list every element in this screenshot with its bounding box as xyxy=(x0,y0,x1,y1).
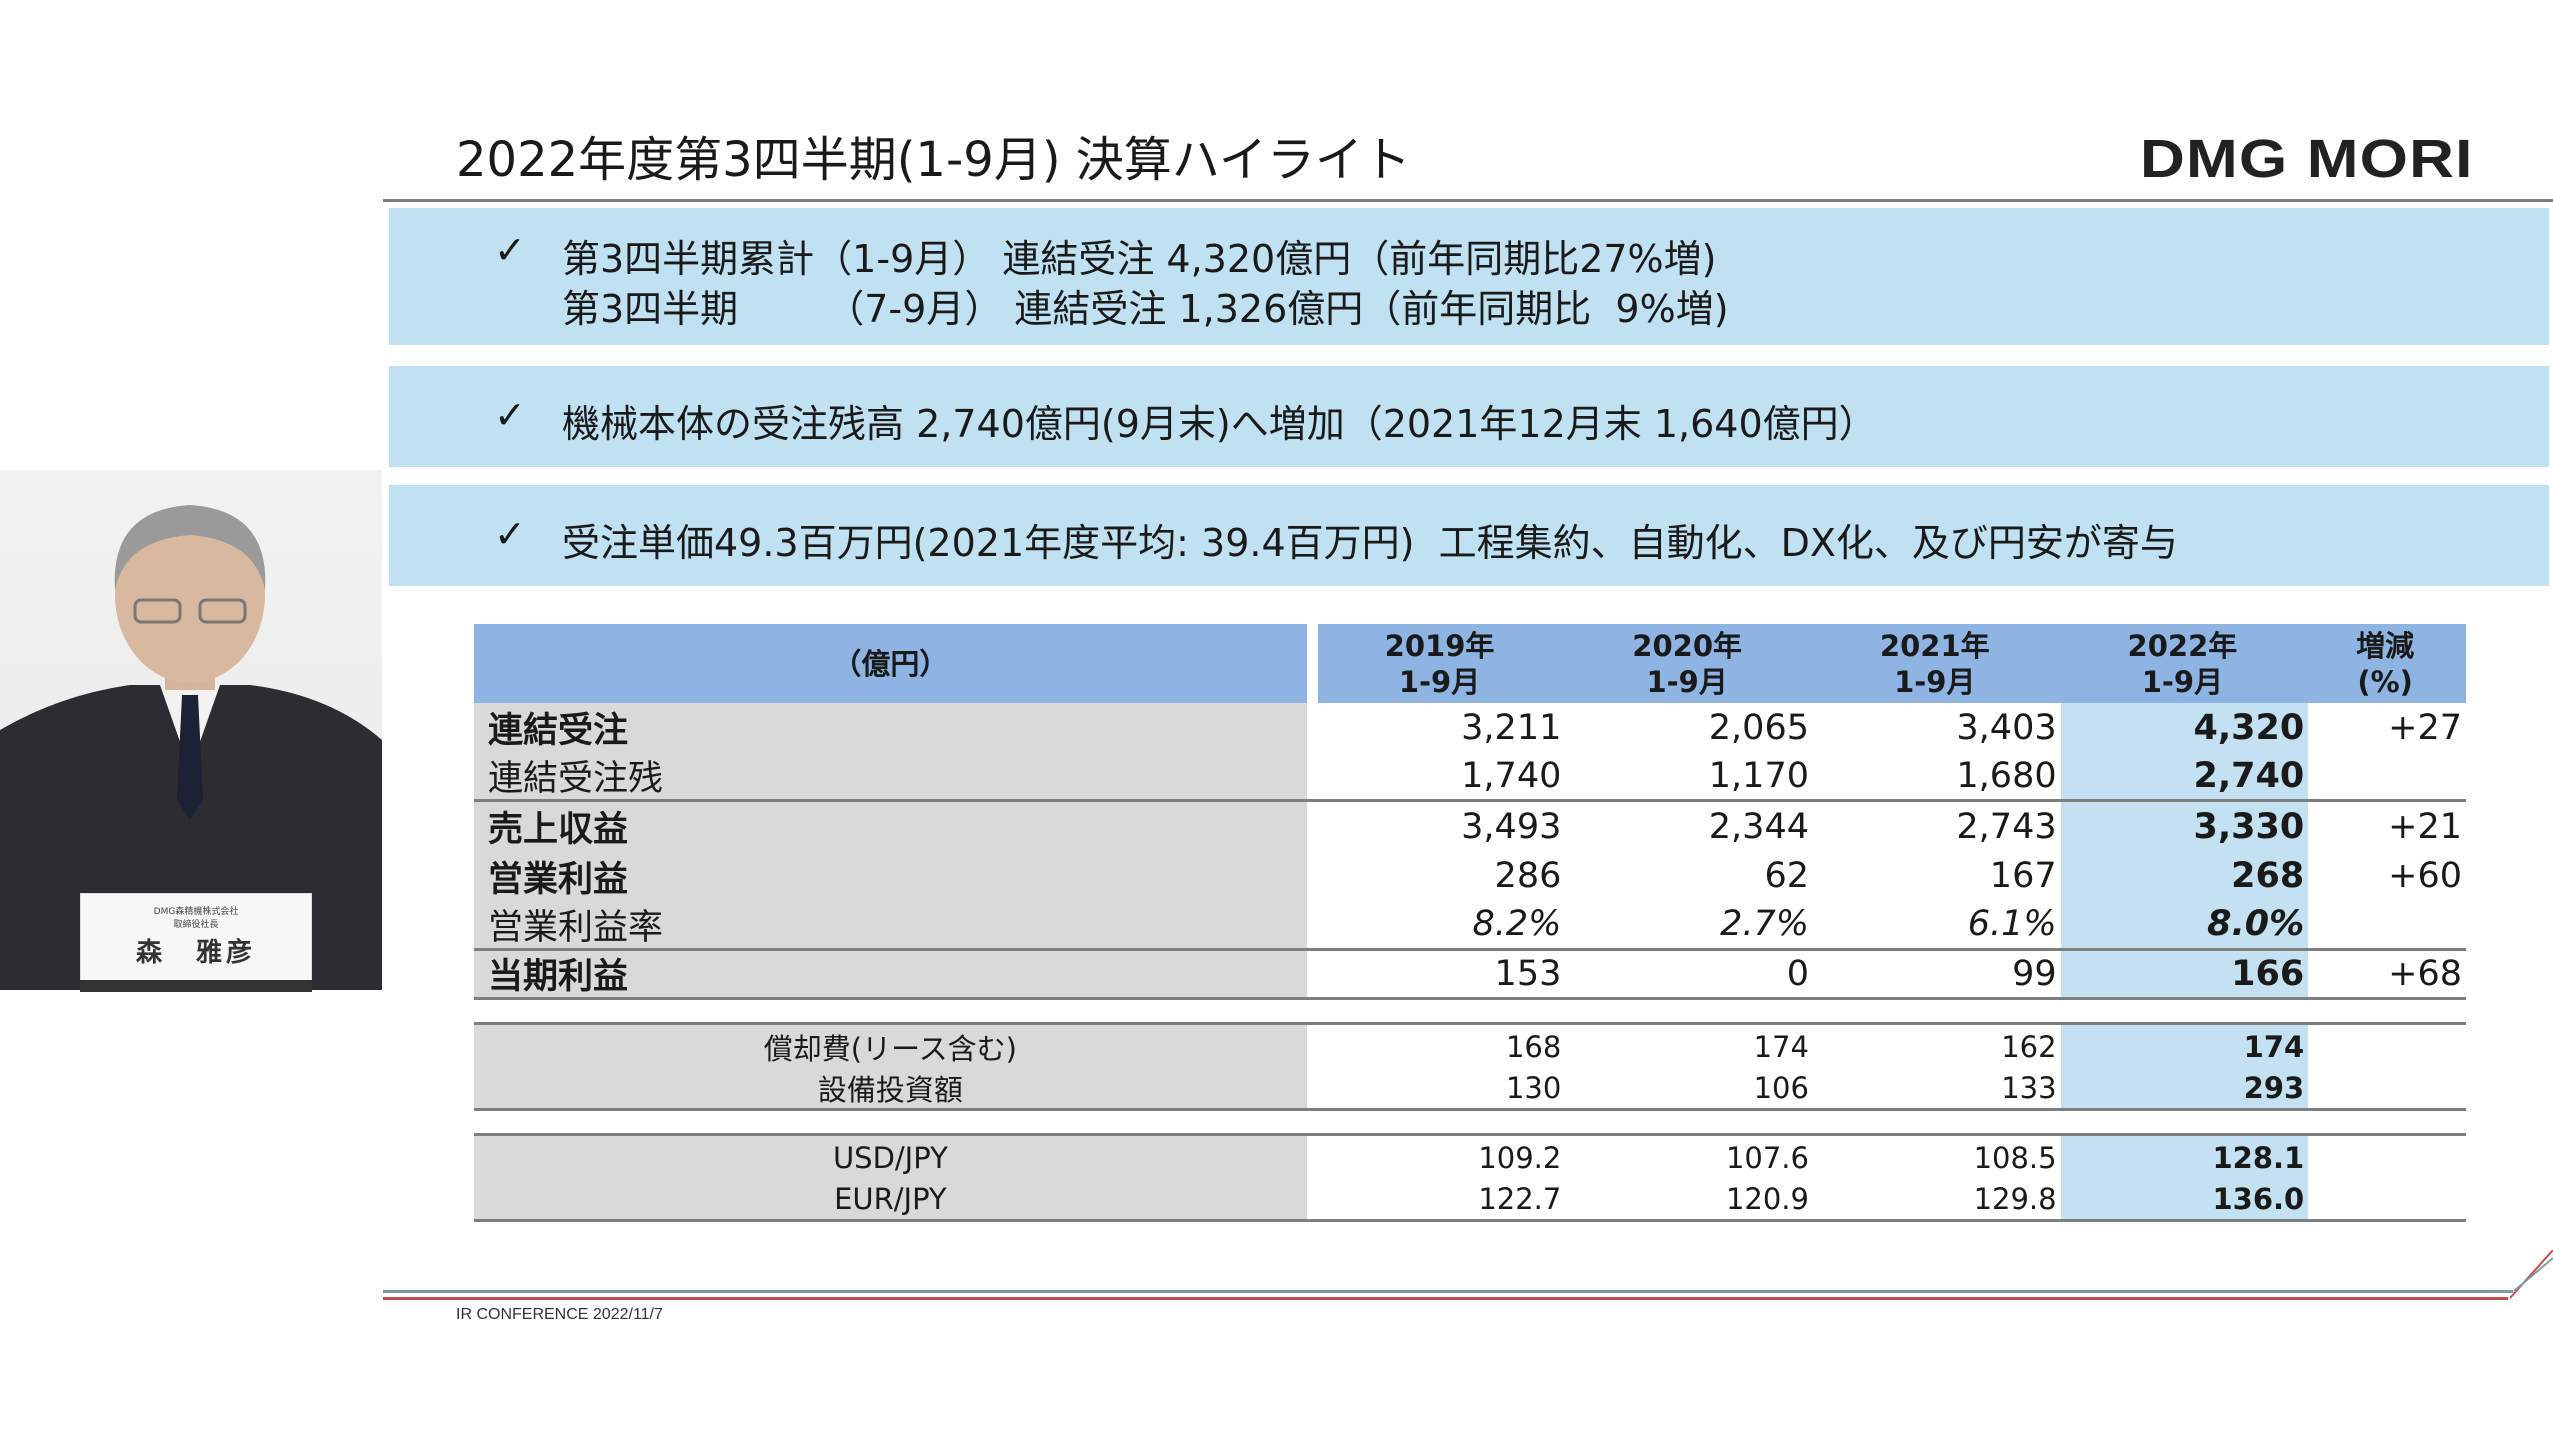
footer-accent xyxy=(2509,1250,2553,1299)
cell-value: 2,740 xyxy=(2060,752,2309,799)
table-row: 営業利益 286 62 167 268 +60 xyxy=(474,851,2466,901)
cell-value: 106 xyxy=(1753,1071,1809,1105)
cell-value: 174 xyxy=(1753,1029,1809,1064)
nameplate-name: 森 雅彦 xyxy=(135,938,256,968)
cell-value: 1,680 xyxy=(1956,755,2057,796)
cell-value: 128.1 xyxy=(2060,1136,2309,1179)
row-label: 営業利益率 xyxy=(474,901,1307,948)
cell-value: 268 xyxy=(2060,851,2309,901)
cell-value: 2,743 xyxy=(1956,806,2057,847)
table-row: 償却費(リース含む) 168 174 162 174 xyxy=(474,1025,2466,1068)
row-label: 連結受注残 xyxy=(474,752,1307,799)
cell-value: 130 xyxy=(1505,1071,1562,1105)
cell-value: 153 xyxy=(1494,953,1562,994)
cell-value: 3,330 xyxy=(2060,802,2309,852)
cell-value: 293 xyxy=(2060,1068,2309,1108)
cell-value: 167 xyxy=(1989,856,2057,897)
row-label: EUR/JPY xyxy=(474,1179,1307,1219)
cell-value: 8.2% xyxy=(1472,904,1562,945)
cell-value: 129.8 xyxy=(1973,1182,2057,1216)
col-header: 2020年 1-9月 xyxy=(1565,624,1813,703)
col-header: 2019年 1-9月 xyxy=(1317,624,1566,703)
table-row: 売上収益 3,493 2,344 2,743 3,330 +21 xyxy=(474,802,2466,852)
title-divider xyxy=(383,199,2553,202)
highlight-text: 第3四半期 （7-9月） 連結受注 1,326億円（前年同期比 9%増) xyxy=(562,287,1729,331)
nameplate-position: 取締役社長 xyxy=(173,920,219,930)
nameplate-company: DMG森精機株式会社 xyxy=(153,907,239,917)
highlight-text: 第3四半期累計（1-9月） 連結受注 4,320億円（前年同期比27%増) xyxy=(562,237,1717,281)
highlight-text: 機械本体の受注残高 2,740億円(9月末)へ増加（2021年12月末 1,64… xyxy=(562,402,1877,446)
cell-value: 286 xyxy=(1494,856,1562,897)
cell-value: 122.7 xyxy=(1478,1182,1562,1216)
cell-value: 108.5 xyxy=(1973,1140,2057,1175)
cell-value: 6.1% xyxy=(1967,904,2057,945)
nameplate: DMG森精機株式会社 取締役社長 森 雅彦 xyxy=(80,893,312,985)
col-header: 2021年 1-9月 xyxy=(1812,624,2061,703)
row-label: 連結受注 xyxy=(474,703,1307,753)
cell-value xyxy=(2308,753,2466,800)
cell-value: 0 xyxy=(1786,953,1809,994)
highlight-box-backlog: ✓ 機械本体の受注残高 2,740億円(9月末)へ増加（2021年12月末 1,… xyxy=(389,366,2549,467)
cell-value: 120.9 xyxy=(1725,1182,1809,1216)
financial-table: （億円） 2019年 1-9月 2020年 1-9月 2021年 1-9月 20… xyxy=(474,624,2466,1222)
highlight-box-orders: ✓ 第3四半期累計（1-9月） 連結受注 4,320億円（前年同期比27%増) … xyxy=(389,208,2549,345)
check-icon: ✓ xyxy=(494,393,526,437)
cell-value: 4,320 xyxy=(2060,703,2309,753)
table-row: 当期利益 153 0 99 166 +68 xyxy=(474,950,2466,1000)
row-label: 売上収益 xyxy=(474,802,1307,852)
table-header: （億円） 2019年 1-9月 2020年 1-9月 2021年 1-9月 20… xyxy=(474,624,2466,703)
cell-value: 109.2 xyxy=(1478,1140,1562,1175)
cell-value: 107.6 xyxy=(1725,1140,1809,1175)
cell-value: 99 xyxy=(2012,953,2057,994)
row-label: 償却費(リース含む) xyxy=(474,1025,1307,1068)
row-label: 営業利益 xyxy=(474,851,1307,901)
table-row: 連結受注 3,211 2,065 3,403 4,320 +27 xyxy=(474,703,2466,753)
cell-value: +21 xyxy=(2388,806,2462,847)
cell-value: 1,740 xyxy=(1461,755,1562,796)
cell-value: 166 xyxy=(2060,950,2309,997)
cell-value: +27 xyxy=(2388,707,2462,748)
table-row: 営業利益率 8.2% 2.7% 6.1% 8.0% xyxy=(474,901,2466,951)
col-header: 増減 (%) xyxy=(2308,624,2466,703)
col-header: 2022年 1-9月 xyxy=(2060,624,2309,703)
cell-value xyxy=(2308,901,2466,948)
cell-value: 2.7% xyxy=(1720,904,1809,945)
highlight-text: 受注単価49.3百万円(2021年度平均: 39.4百万円) 工程集約、自動化、… xyxy=(562,521,2178,565)
dmg-mori-logo: DMG MORI xyxy=(2140,129,2474,189)
row-label: 当期利益 xyxy=(474,950,1307,997)
table-row: USD/JPY 109.2 107.6 108.5 128.1 xyxy=(474,1136,2466,1179)
table-row: 連結受注残 1,740 1,170 1,680 2,740 xyxy=(474,752,2466,802)
check-icon: ✓ xyxy=(494,512,526,556)
cell-value: 2,065 xyxy=(1708,707,1809,748)
cell-value: 162 xyxy=(2001,1029,2057,1064)
table-row: EUR/JPY 122.7 120.9 129.8 136.0 xyxy=(474,1179,2466,1222)
cell-value: 174 xyxy=(2060,1025,2309,1068)
cell-value: 168 xyxy=(1505,1029,1562,1064)
cell-value: 3,211 xyxy=(1461,707,1562,748)
unit-header: （億円） xyxy=(474,624,1307,703)
check-icon: ✓ xyxy=(494,228,526,272)
row-label: USD/JPY xyxy=(474,1136,1307,1179)
footer-line-teal xyxy=(383,1290,2513,1293)
cell-value: 133 xyxy=(2001,1071,2057,1105)
cell-value: 136.0 xyxy=(2060,1179,2309,1219)
table-row: 設備投資額 130 106 133 293 xyxy=(474,1068,2466,1111)
footer-line-red xyxy=(383,1297,2508,1300)
cell-value: 8.0% xyxy=(2060,901,2309,948)
cell-value: 2,344 xyxy=(1708,806,1809,847)
cell-value: 1,170 xyxy=(1708,755,1809,796)
cell-value: 3,403 xyxy=(1956,707,2057,748)
cell-value: 62 xyxy=(1764,856,1809,897)
row-label: 設備投資額 xyxy=(474,1068,1307,1108)
slide-title: 2022年度第3四半期(1-9月) 決算ハイライト xyxy=(456,132,1411,188)
highlight-box-unit-price: ✓ 受注単価49.3百万円(2021年度平均: 39.4百万円) 工程集約、自動… xyxy=(389,485,2549,586)
nameplate-base xyxy=(80,980,312,992)
cell-value: +60 xyxy=(2388,856,2462,897)
footer-text: IR CONFERENCE 2022/11/7 xyxy=(456,1306,663,1323)
cell-value: +68 xyxy=(2388,953,2462,994)
cell-value: 3,493 xyxy=(1461,806,1562,847)
